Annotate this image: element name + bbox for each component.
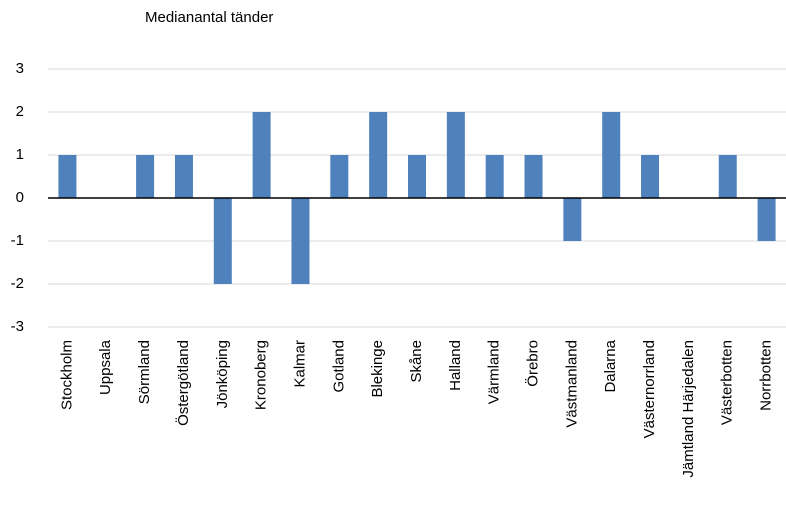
x-tick-label: Blekinge: [369, 340, 386, 398]
bar: [563, 198, 582, 241]
x-tick-label: Örebro: [523, 340, 541, 387]
bar: [136, 155, 155, 198]
bar: [291, 198, 310, 284]
x-tick-label: Värmland: [486, 340, 503, 404]
x-tick-label: Västerbotten: [719, 340, 736, 425]
bar: [718, 155, 737, 198]
x-tick-label: Stockholm: [58, 340, 75, 410]
x-tick-label: Skåne: [408, 340, 425, 383]
bar: [408, 155, 426, 198]
bar: [757, 198, 776, 241]
chart-title: Medianantal tänder: [145, 9, 273, 26]
x-tick-label: Norrbotten: [758, 340, 775, 411]
x-tick-label: Västernorrland: [641, 340, 658, 438]
bar: [252, 112, 271, 198]
x-tick-label: Östergötland: [174, 340, 192, 426]
bar: [213, 198, 232, 284]
y-tick-label: -1: [11, 232, 24, 249]
bar: [485, 155, 504, 198]
y-tick-label: 2: [16, 103, 24, 120]
bar: [330, 155, 349, 198]
bar: [524, 155, 543, 198]
x-tick-label: Dalarna: [602, 339, 619, 392]
x-tick-label: Kronoberg: [253, 340, 270, 410]
x-tick-label: Halland: [447, 340, 464, 391]
bar: [641, 155, 660, 198]
x-tick-label: Sörmland: [136, 340, 153, 404]
x-tick-label: Jönköping: [214, 340, 231, 408]
y-tick-label: 0: [16, 189, 24, 206]
bar: [58, 155, 77, 198]
bar: [446, 112, 465, 198]
y-tick-label: 1: [16, 146, 24, 163]
y-tick-label: -2: [11, 275, 24, 292]
x-tick-label: Gotland: [330, 340, 347, 393]
y-tick-label: 3: [16, 60, 24, 77]
y-tick-label: -3: [11, 318, 24, 335]
bar: [602, 112, 621, 198]
x-tick-label: Uppsala: [97, 339, 114, 395]
x-tick-label: Västmanland: [563, 340, 580, 428]
x-tick-label: Kalmar: [291, 340, 308, 388]
bar: [174, 155, 193, 198]
bar: [369, 112, 388, 198]
x-tick-label: Jämtland Härjedalen: [680, 340, 697, 478]
